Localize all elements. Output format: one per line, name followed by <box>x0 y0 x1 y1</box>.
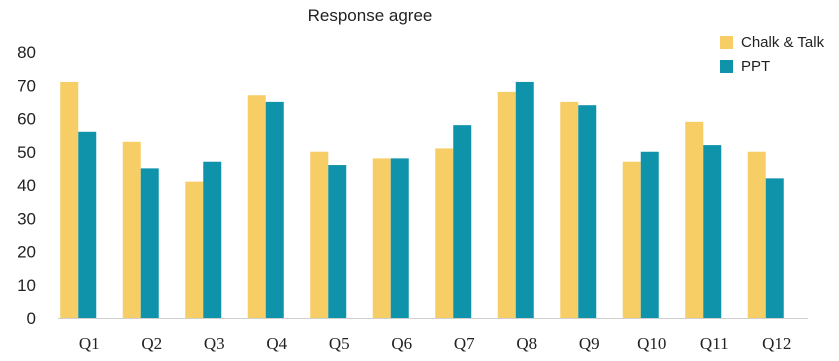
x-tick-label: Q1 <box>79 334 100 353</box>
bar-chalk-and-talk-q5 <box>310 151 329 318</box>
bar-chalk-and-talk-q2 <box>122 141 141 318</box>
bar-chalk-and-talk-q8 <box>497 91 516 319</box>
bar-chalk-and-talk-q10 <box>622 161 641 318</box>
bar-ppt-q3 <box>203 161 222 318</box>
bar-chalk-and-talk-q11 <box>685 121 704 318</box>
y-tick-label: 20 <box>17 243 36 262</box>
bar-ppt-q4 <box>265 101 284 318</box>
bar-ppt-q1 <box>78 131 97 318</box>
legend-swatch-chalk-and-talk <box>720 35 733 49</box>
x-tick-label: Q9 <box>579 334 600 353</box>
bar-chalk-and-talk-q1 <box>60 81 79 318</box>
chart-title: Response agree <box>307 6 433 25</box>
y-tick-label: 40 <box>17 176 36 195</box>
legend-label-chalk-and-talk: Chalk & Talk <box>741 33 825 51</box>
y-tick-label: 0 <box>27 309 36 328</box>
x-tick-label: Q12 <box>762 334 791 353</box>
legend-swatch-ppt <box>720 59 733 73</box>
x-tick-label: Q4 <box>266 334 287 353</box>
bar-chalk-and-talk-q9 <box>560 101 579 318</box>
bar-chalk-and-talk-q3 <box>185 181 204 318</box>
x-tick-label: Q7 <box>454 334 475 353</box>
x-axis: Q1 Q2 Q3 Q4 Q5 Q6 Q7 Q8 Q9 Q10 Q11 Q12 <box>58 318 808 353</box>
bar-ppt-q12 <box>765 178 784 318</box>
legend: Chalk & Talk PPT <box>720 30 838 78</box>
x-tick-label: Q2 <box>141 334 162 353</box>
bar-ppt-q9 <box>578 105 597 318</box>
x-tick-label: Q5 <box>329 334 350 353</box>
x-tick-label: Q10 <box>637 334 666 353</box>
legend-label-ppt: PPT <box>741 57 771 75</box>
bar-chalk-and-talk-q12 <box>747 151 766 318</box>
legend-item-chalk-and-talk: Chalk & Talk <box>720 30 838 54</box>
bar-ppt-q5 <box>328 165 347 318</box>
bar-ppt-q6 <box>390 158 409 318</box>
bar-ppt-q7 <box>453 125 472 319</box>
bars <box>60 81 784 319</box>
legend-item-ppt: PPT <box>720 54 838 78</box>
x-tick-label: Q6 <box>391 334 412 353</box>
bar-ppt-q8 <box>515 81 534 318</box>
bar-chalk-and-talk-q4 <box>247 95 266 318</box>
x-tick-label: Q11 <box>700 334 729 353</box>
x-tick-label: Q8 <box>516 334 537 353</box>
y-tick-label: 60 <box>17 110 36 129</box>
y-tick-label: 10 <box>17 276 36 295</box>
bar-chalk-and-talk-q7 <box>435 148 454 318</box>
y-axis: 0 10 20 30 40 50 60 70 80 <box>17 43 36 328</box>
bar-ppt-q11 <box>703 145 722 318</box>
y-tick-label: 70 <box>17 76 36 95</box>
bar-ppt-q10 <box>640 151 659 318</box>
bar-ppt-q2 <box>140 168 159 318</box>
y-tick-label: 80 <box>17 43 36 62</box>
y-tick-label: 50 <box>17 143 36 162</box>
x-tick-label: Q3 <box>204 334 225 353</box>
y-tick-label: 30 <box>17 209 36 228</box>
bar-chalk-and-talk-q6 <box>372 158 391 318</box>
